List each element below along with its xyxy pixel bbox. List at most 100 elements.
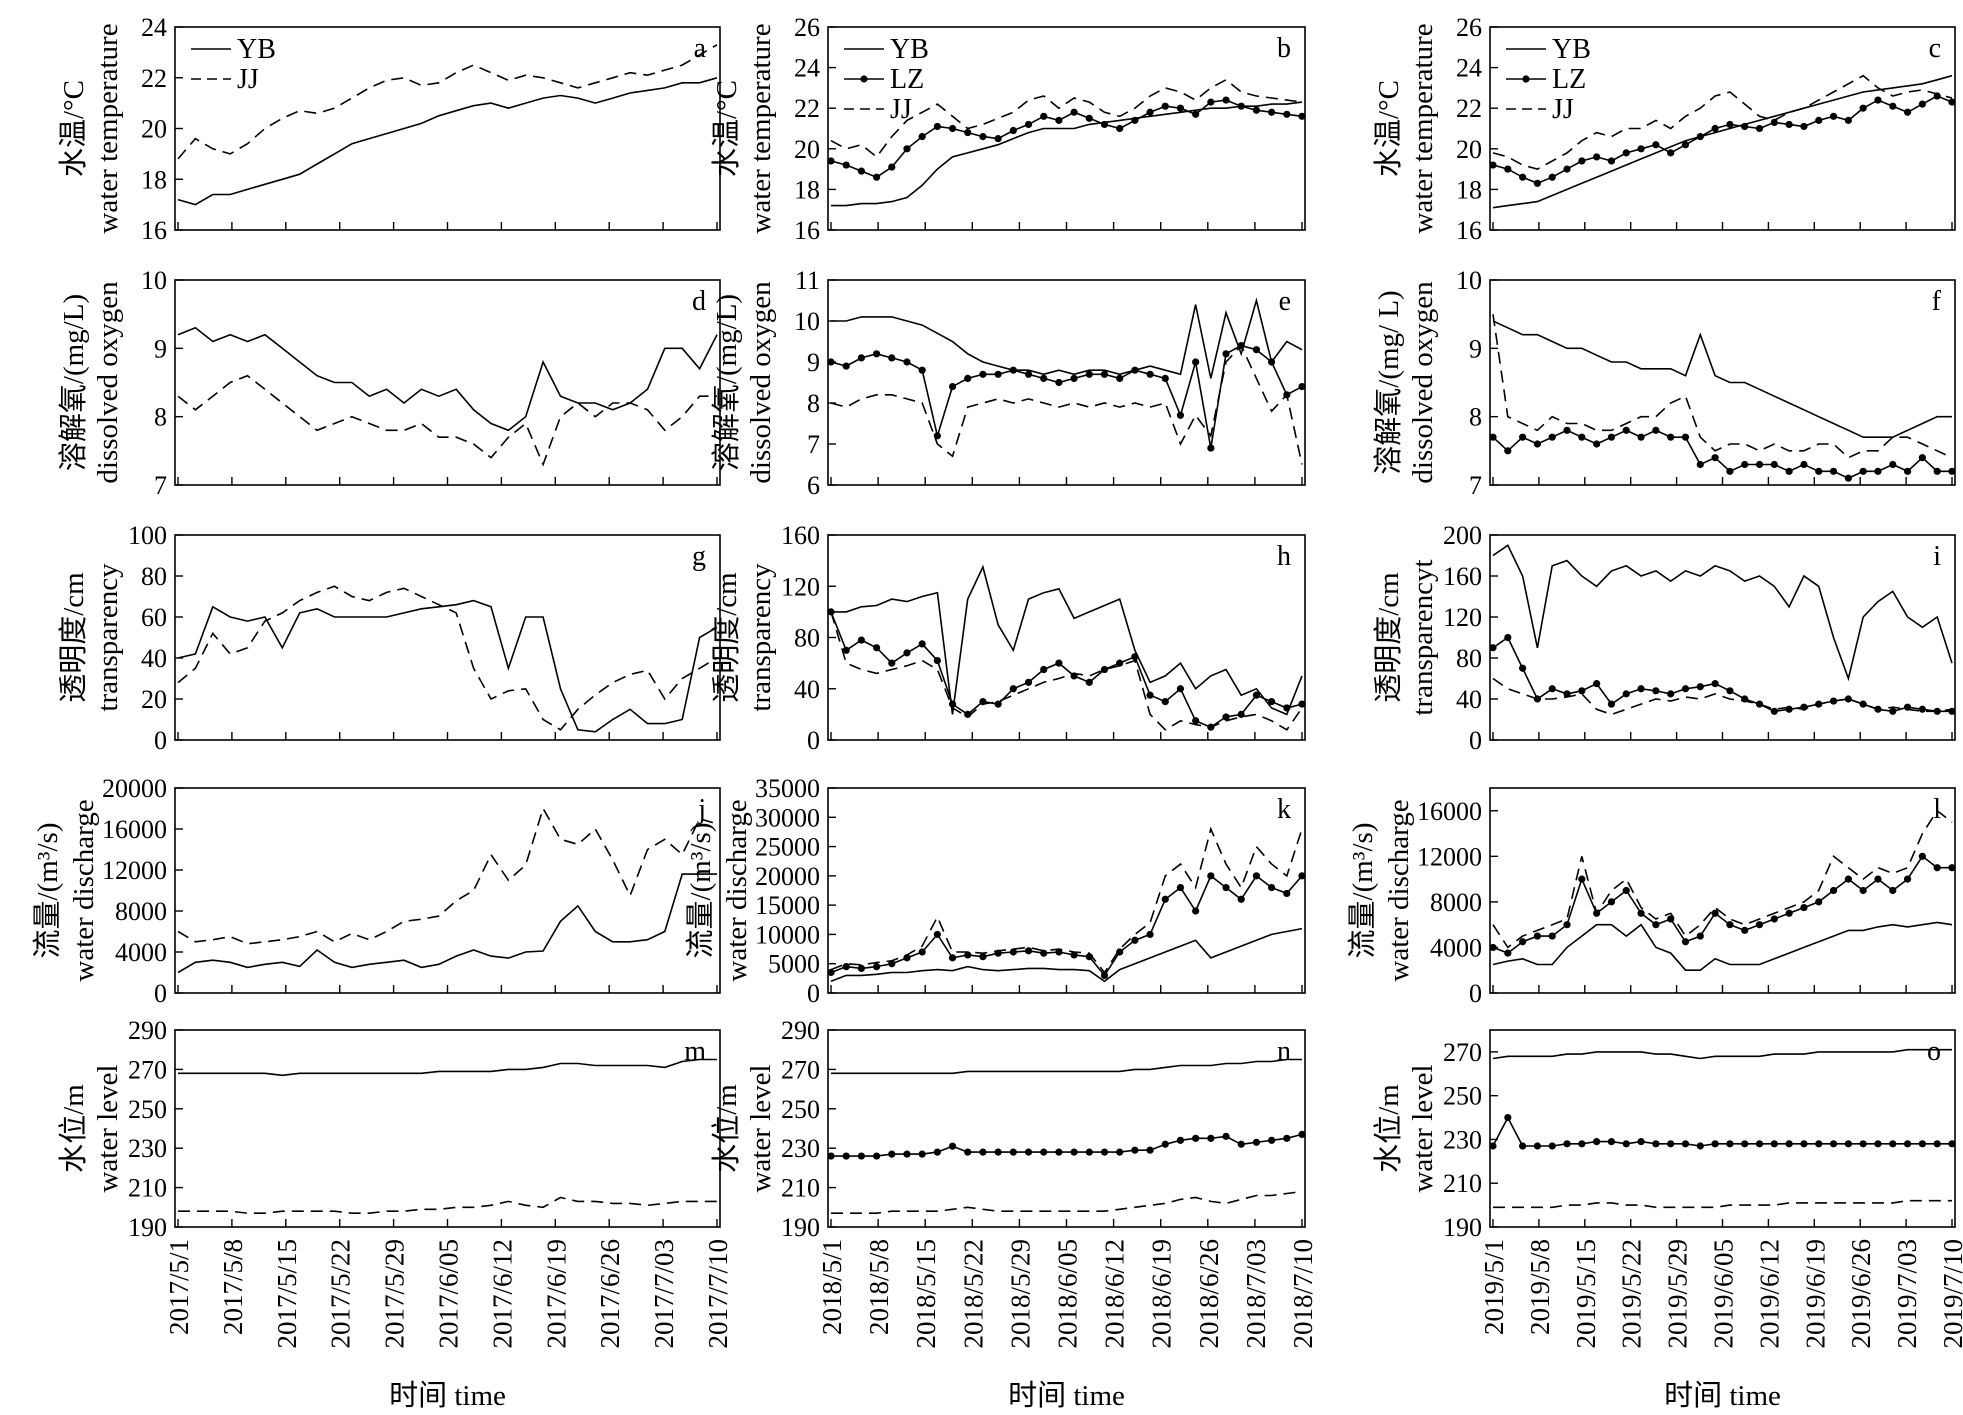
y-tick-label: 210 bbox=[1443, 1169, 1482, 1198]
series-yb-line bbox=[1492, 320, 1952, 439]
series-lz-point bbox=[933, 656, 941, 665]
y-axis-label-en: dissolved oxygen bbox=[1407, 281, 1439, 484]
x-date-label: 2019/5/8 bbox=[1525, 1239, 1555, 1335]
y-tick-label: 160 bbox=[781, 521, 820, 550]
panel-frame bbox=[174, 1029, 721, 1228]
y-axis-label-cn: 流量/(m³/s) bbox=[684, 823, 717, 959]
x-date-label: 2018/6/12 bbox=[1100, 1239, 1130, 1349]
series-lz-point bbox=[1548, 685, 1556, 693]
y-axis-label-cn: 流量/(m³/s) bbox=[1346, 823, 1379, 959]
series-lz-point bbox=[1207, 1134, 1215, 1142]
series-lz-point bbox=[1578, 1140, 1586, 1148]
series-lz-point bbox=[1785, 1140, 1793, 1148]
series-lz-point bbox=[1563, 165, 1571, 173]
y-tick-label: 250 bbox=[781, 1095, 820, 1124]
series-lz-point bbox=[1024, 678, 1033, 686]
series-lz-point bbox=[1176, 104, 1185, 112]
panel-frame bbox=[174, 534, 721, 741]
panel-l: 0 4000 8000 12000 16000 l 流量/(m³/s) water disch… bbox=[1346, 787, 1956, 1008]
series-lz-point bbox=[1607, 700, 1616, 708]
series-lz-point bbox=[1829, 1140, 1838, 1148]
series-lz-point bbox=[933, 930, 941, 939]
series-lz-point bbox=[1070, 1148, 1078, 1156]
x-date-label: 2017/5/8 bbox=[218, 1239, 248, 1335]
series-lz-point bbox=[1548, 1142, 1556, 1150]
series-lz-point bbox=[1785, 909, 1793, 917]
series-lz-point bbox=[1548, 932, 1556, 940]
y-tick-label: 8 bbox=[154, 403, 167, 432]
panel-b: 16 18 20 22 24 26 b 水温/°C water temperature YBLZJ… bbox=[710, 13, 1306, 245]
series-lz-point bbox=[827, 968, 835, 977]
series-jj-line bbox=[178, 1196, 717, 1214]
series-lz-point bbox=[1622, 426, 1630, 434]
series-lz-point bbox=[1161, 697, 1169, 706]
series-lz-line bbox=[1492, 636, 1952, 713]
y-tick-label: 0 bbox=[807, 726, 820, 755]
y-tick-label: 9 bbox=[807, 348, 820, 377]
series-lz-point bbox=[1146, 691, 1154, 699]
series-lz-point bbox=[1268, 358, 1276, 366]
y-axis-label-cn: 透明度/cm bbox=[57, 572, 90, 703]
panel-o: 190 210 230 250 270 o 水位/m water level 2019/5/1 2… bbox=[1372, 1029, 1963, 1412]
series-lz-line bbox=[1492, 855, 1952, 955]
series-lz-point bbox=[994, 1148, 1002, 1156]
series-lz-point bbox=[827, 608, 835, 616]
series-lz-point bbox=[1298, 112, 1306, 120]
series-lz-point bbox=[979, 1148, 987, 1156]
series-lz-point bbox=[1024, 370, 1033, 378]
legend-label-jj: JJ bbox=[1552, 94, 1574, 125]
series-jj-line bbox=[1492, 314, 1953, 459]
series-lz-point bbox=[1252, 346, 1261, 354]
series-lz-point bbox=[1009, 685, 1017, 693]
series-lz-point bbox=[1070, 374, 1078, 382]
series-lz-point bbox=[1131, 116, 1139, 124]
series-lz-point bbox=[1009, 948, 1017, 956]
series-lz-point bbox=[1504, 633, 1512, 642]
series-lz-point bbox=[1504, 165, 1512, 173]
series-lz-point bbox=[888, 354, 896, 362]
series-lz-point bbox=[994, 700, 1002, 708]
series-lz-point bbox=[872, 1152, 881, 1160]
series-lz-point bbox=[1652, 687, 1660, 695]
series-lz-point bbox=[1519, 1142, 1527, 1150]
series-lz-point bbox=[1283, 1134, 1291, 1142]
series-lz-point bbox=[1298, 872, 1306, 880]
series-lz-point bbox=[1116, 1148, 1124, 1156]
y-axis-label-cn: 溶解氧/(mg/ L) bbox=[1372, 290, 1405, 474]
y-axis-label-cn: 水位/m bbox=[1372, 1084, 1405, 1173]
series-lz-point bbox=[1918, 852, 1926, 860]
series-lz-point bbox=[1055, 1148, 1063, 1156]
y-tick-label: 10 bbox=[794, 307, 820, 336]
series-lz-point bbox=[1918, 1140, 1926, 1148]
x-date-label: 2018/6/05 bbox=[1053, 1239, 1083, 1349]
y-tick-label: 200 bbox=[1443, 521, 1482, 550]
panel-h: 0 40 80 120 160 h 透明度/cm transparency bbox=[710, 521, 1306, 755]
series-lz-point bbox=[888, 960, 896, 968]
series-lz-point bbox=[1131, 1146, 1139, 1154]
x-date-label: 2018/6/26 bbox=[1194, 1239, 1224, 1349]
y-tick-label: 7 bbox=[154, 471, 167, 500]
series-lz-point bbox=[1770, 118, 1778, 127]
y-tick-label: 7 bbox=[1469, 471, 1482, 500]
series-lz-point bbox=[1504, 1113, 1512, 1122]
x-date-label: 2018/5/22 bbox=[958, 1239, 988, 1349]
x-date-label: 2019/5/15 bbox=[1571, 1239, 1601, 1349]
series-lz-point bbox=[1116, 374, 1124, 382]
series-lz-point bbox=[979, 953, 987, 961]
x-date-label: 2017/7/10 bbox=[703, 1239, 733, 1349]
y-tick-label: 18 bbox=[1456, 175, 1482, 204]
series-lz-point bbox=[872, 963, 881, 971]
y-tick-label: 16000 bbox=[102, 815, 167, 844]
y-axis-label-en: water temperature bbox=[1407, 23, 1439, 233]
x-date-label: 2017/5/1 bbox=[164, 1239, 194, 1335]
series-lz-point bbox=[1874, 875, 1882, 883]
y-tick-label: 190 bbox=[1443, 1213, 1482, 1242]
series-lz-point bbox=[1593, 1138, 1601, 1146]
series-jj-line bbox=[1492, 809, 1953, 949]
series-lz-line bbox=[830, 874, 1303, 977]
series-lz-point bbox=[1755, 124, 1764, 133]
series-lz-point bbox=[857, 167, 865, 175]
